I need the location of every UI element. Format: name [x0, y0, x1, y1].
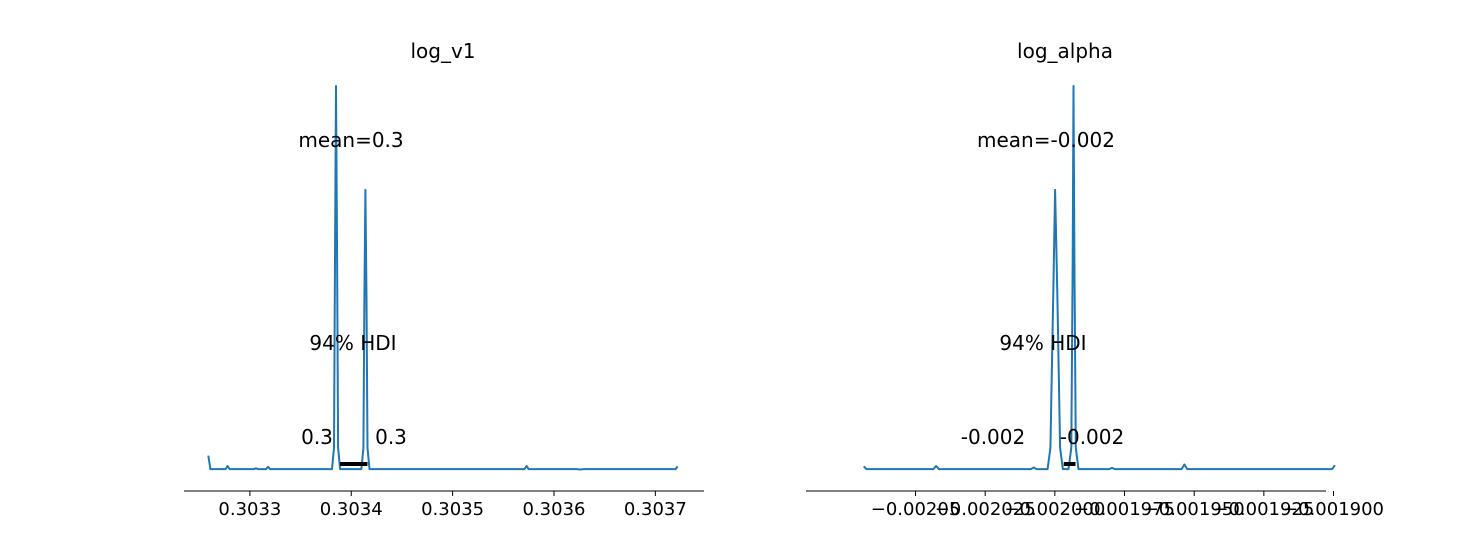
hdi-annotation: 94% HDI [309, 331, 396, 355]
x-tick-label: −0.002000 [1004, 499, 1105, 520]
x-tick-label: −0.00205 [871, 499, 961, 520]
hdi-low-label: -0.002 [961, 425, 1025, 449]
density-line [863, 85, 1336, 471]
x-tick-label: 0.3037 [624, 499, 687, 520]
hdi-high-label: 0.3 [375, 425, 407, 449]
x-tick-label: −0.001925 [1213, 499, 1314, 520]
x-tick-label: −0.001975 [1074, 499, 1175, 520]
hdi-annotation: 94% HDI [999, 331, 1086, 355]
mean-annotation: mean=-0.002 [977, 128, 1115, 152]
x-tick-label: −0.001900 [1283, 499, 1384, 520]
density-line [207, 85, 679, 471]
x-tick-label: 0.3033 [218, 499, 281, 520]
mean-annotation: mean=0.3 [298, 128, 403, 152]
x-tick-label: 0.3035 [421, 499, 484, 520]
x-tick-label: −0.002025 [935, 499, 1036, 520]
chart-title: log_v1 [410, 39, 475, 63]
x-tick-label: 0.3036 [522, 499, 585, 520]
x-tick-label: −0.001950 [1144, 499, 1245, 520]
hdi-low-label: 0.3 [301, 425, 333, 449]
hdi-high-label: -0.002 [1060, 425, 1124, 449]
x-tick-label: 0.3034 [320, 499, 383, 520]
chart-title: log_alpha [1017, 39, 1113, 63]
